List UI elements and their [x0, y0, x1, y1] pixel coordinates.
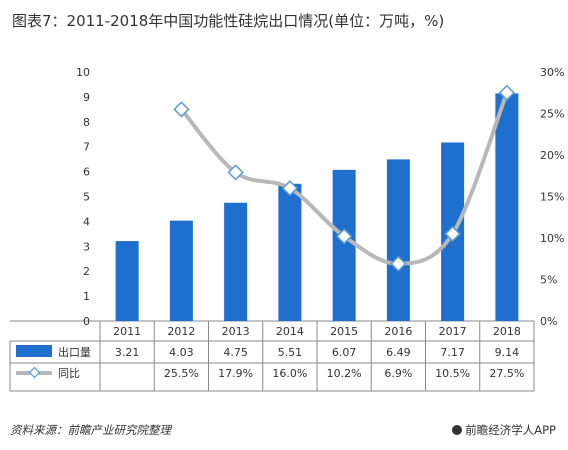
- y-right-tick-label: 0%: [540, 315, 557, 328]
- x-category-label: 2016: [384, 325, 412, 338]
- line-point: [227, 164, 244, 181]
- table-cell-yoy: 16.0%: [272, 367, 307, 380]
- brand-label: 前瞻经济学人APP: [452, 422, 556, 438]
- y-right-tick-label: 20%: [540, 149, 564, 162]
- y-left-tick-label: 2: [83, 265, 90, 278]
- line-point: [444, 225, 461, 242]
- y-left-tick-label: 7: [83, 141, 90, 154]
- line-point: [498, 84, 516, 101]
- y-left-tick-label: 5: [83, 191, 90, 204]
- x-category-label: 2012: [167, 325, 195, 338]
- line-series: [173, 84, 516, 272]
- row-label-export: 出口量: [58, 345, 91, 359]
- table-cell-export: 6.49: [386, 346, 411, 359]
- brand-text: 前瞻经济学人APP: [465, 423, 556, 437]
- line-point: [390, 255, 407, 272]
- brand-logo-icon: [452, 425, 463, 435]
- y-right-tick-label: 10%: [540, 232, 564, 245]
- bar: [278, 183, 302, 321]
- y-axis-right: 0% 5% 10% 15% 20% 25% 30%: [540, 66, 564, 328]
- table-cell-yoy: 6.9%: [384, 367, 412, 380]
- y-left-tick-label: 0: [83, 315, 90, 328]
- y-right-tick-label: 5%: [540, 274, 557, 287]
- table-cell-export: 3.21: [115, 346, 140, 359]
- y-right-tick-label: 25%: [540, 108, 564, 121]
- x-category-label: 2014: [276, 325, 304, 338]
- table-grid: [9, 320, 535, 392]
- table-cell-yoy: 17.9%: [218, 367, 253, 380]
- x-category-label: 2015: [330, 325, 358, 338]
- legend-bar-swatch: [16, 345, 52, 357]
- source-note: 资料来源：前瞻产业研究院整理: [10, 423, 171, 437]
- x-category-label: 2011: [113, 325, 141, 338]
- line-point: [281, 180, 299, 197]
- y-left-tick-label: 8: [83, 116, 90, 129]
- table-cell-export: 5.51: [278, 346, 303, 359]
- y-left-tick-label: 1: [83, 290, 90, 303]
- row-label-yoy: 同比: [58, 367, 80, 380]
- line-point: [335, 228, 353, 245]
- table-cell-export: 6.07: [332, 346, 357, 359]
- table-cell-export: 7.17: [440, 346, 465, 359]
- bar: [169, 220, 193, 321]
- table-cell-export: 9.14: [495, 346, 520, 359]
- x-category-label: 2018: [493, 325, 521, 338]
- bar: [495, 93, 519, 321]
- y-right-tick-label: 15%: [540, 191, 564, 204]
- legend-line-marker: [28, 366, 41, 379]
- bar: [115, 241, 139, 321]
- table-cell-yoy: 10.2%: [327, 367, 362, 380]
- x-category-label: 2013: [222, 325, 250, 338]
- table-cell-export: 4.75: [223, 346, 248, 359]
- bar-series: [115, 93, 519, 321]
- bar: [224, 202, 248, 321]
- y-left-tick-label: 10: [76, 66, 90, 79]
- table-cell-yoy: 25.5%: [164, 367, 199, 380]
- y-left-tick-label: 3: [83, 240, 90, 253]
- y-right-tick-label: 30%: [540, 66, 564, 79]
- table-cell-yoy: 10.5%: [435, 367, 470, 380]
- x-category-label: 2017: [439, 325, 467, 338]
- bar: [332, 169, 356, 321]
- chart-title: 图表7：2011-2018年中国功能性硅烷出口情况(单位：万吨，%): [12, 12, 445, 30]
- y-left-tick-label: 6: [83, 166, 90, 179]
- table-cell-export: 4.03: [169, 346, 194, 359]
- line-point: [173, 101, 190, 118]
- table-cell-yoy: 27.5%: [489, 367, 524, 380]
- y-left-tick-label: 4: [83, 215, 90, 228]
- x-axis-categories: 2011 2012 2013 2014 2015 2016 2017 2018: [113, 325, 521, 338]
- y-left-tick-label: 9: [83, 91, 90, 104]
- y-axis-left: 0 1 2 3 4 5 6 7 8 9 10: [76, 66, 90, 328]
- bar: [386, 159, 410, 321]
